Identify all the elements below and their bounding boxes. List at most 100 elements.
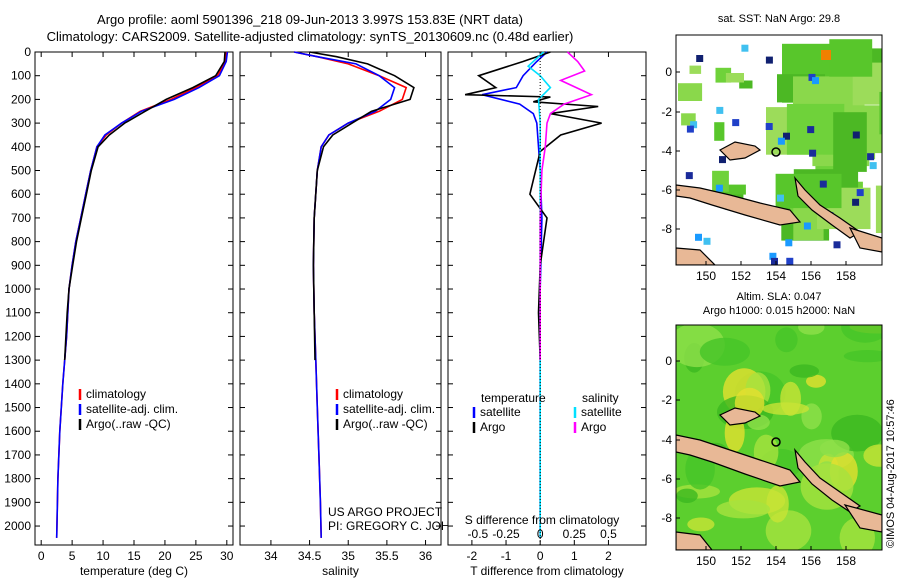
sla-patch bbox=[806, 374, 826, 388]
sst-cell bbox=[785, 239, 793, 247]
legend-label: climatology bbox=[86, 387, 146, 401]
sst-cell bbox=[695, 233, 702, 241]
x-tick-label: -2 bbox=[467, 549, 478, 563]
sst-cell bbox=[690, 121, 698, 129]
y-tick-label: 1000 bbox=[4, 282, 31, 296]
x-tick-label: 34.5 bbox=[298, 549, 322, 563]
sla-coast-southwest bbox=[676, 531, 713, 550]
s-tick-label: 0 bbox=[537, 527, 544, 541]
sst-float-marker bbox=[771, 147, 781, 157]
x-tick-label: 0 bbox=[38, 549, 45, 563]
sst-cell bbox=[856, 189, 864, 197]
sst-cell bbox=[716, 106, 724, 114]
sla-patch bbox=[762, 402, 810, 416]
y-tick-label: 1400 bbox=[4, 377, 31, 391]
y-tick-label: 900 bbox=[11, 258, 31, 272]
sst-coast-east bbox=[848, 227, 882, 253]
x-tick-label: 30 bbox=[220, 549, 234, 563]
sst-coast-southwest bbox=[676, 247, 716, 265]
y-tick-label: 600 bbox=[11, 187, 31, 201]
legend-header-temperature: temperature bbox=[481, 391, 546, 405]
sla-patch bbox=[676, 488, 698, 503]
sst-cell bbox=[732, 119, 740, 127]
sst-x-tick-label: 154 bbox=[766, 269, 786, 283]
y-tick-label: 800 bbox=[11, 235, 31, 249]
y-tick-label: 1300 bbox=[4, 353, 31, 367]
sla-x-tick-label: 150 bbox=[696, 554, 716, 568]
sst-patch bbox=[689, 65, 702, 74]
sst-cell bbox=[769, 252, 777, 260]
sst-cell bbox=[703, 237, 711, 245]
panel-temperature: 0 5 10 15 20 25 300100200300400500600700800900… bbox=[4, 45, 234, 578]
sst-y-tick-label: -4 bbox=[661, 144, 672, 158]
x-tick-label: 34 bbox=[264, 549, 278, 563]
y-tick-label: 300 bbox=[11, 116, 31, 130]
legend-label: satellite bbox=[581, 405, 622, 419]
s-tick-label: 0.25 bbox=[563, 527, 587, 541]
sst-cell bbox=[786, 257, 794, 265]
sst-patch bbox=[739, 80, 753, 89]
sst-patch bbox=[875, 185, 882, 233]
sst-y-tick-label: -2 bbox=[661, 105, 672, 119]
plot-area-temperature bbox=[34, 51, 234, 546]
sla-map-title-line1: Altim. SLA: 0.047 bbox=[736, 291, 822, 303]
sla-patch bbox=[798, 325, 825, 335]
sst-coast-new-guinea bbox=[676, 184, 802, 226]
sla-y-tick-label: -6 bbox=[661, 472, 672, 486]
sst-patch bbox=[829, 39, 873, 77]
sst-x-tick-label: 156 bbox=[801, 269, 821, 283]
x-tick-label: 0 bbox=[537, 549, 544, 563]
x-tick-label: 15 bbox=[127, 549, 141, 563]
sla-map bbox=[676, 325, 882, 550]
s-tick-label: -0.5 bbox=[468, 527, 489, 541]
y-tick-label: 1200 bbox=[4, 329, 31, 343]
sst-map bbox=[676, 35, 882, 265]
sla-patch bbox=[716, 500, 770, 519]
sst-cell bbox=[807, 126, 815, 134]
sst-cell bbox=[867, 153, 875, 161]
y-tick-label: 1500 bbox=[4, 401, 31, 415]
y-tick-label: 100 bbox=[11, 69, 31, 83]
sst-patch bbox=[793, 76, 853, 106]
sla-patch bbox=[687, 517, 715, 532]
sst-y-tick-label: 0 bbox=[665, 65, 672, 79]
sst-cell bbox=[869, 162, 877, 170]
s-tick-label: -0.25 bbox=[492, 527, 520, 541]
y-tick-label: 2000 bbox=[4, 519, 31, 533]
sst-cell bbox=[852, 131, 860, 139]
sst-x-tick-label: 150 bbox=[696, 269, 716, 283]
sst-patch bbox=[725, 73, 744, 83]
y-tick-label: 200 bbox=[11, 92, 31, 106]
sst-cell bbox=[741, 44, 749, 52]
sst-cell bbox=[685, 172, 693, 180]
sla-x-tick-label: 152 bbox=[731, 554, 751, 568]
y-tick-label: 500 bbox=[11, 164, 31, 178]
sst-coast-new-britain bbox=[719, 141, 762, 161]
x-tick-label: 10 bbox=[96, 549, 110, 563]
sst-cell bbox=[686, 125, 694, 133]
legend-label: Argo(..raw -QC) bbox=[343, 417, 428, 431]
sla-x-tick-label: 158 bbox=[836, 554, 856, 568]
x-tick-label: 2 bbox=[605, 549, 612, 563]
project-annotation: US ARGO PROJECT bbox=[328, 505, 443, 519]
y-tick-label: 1900 bbox=[4, 495, 31, 509]
sla-map-frame bbox=[675, 324, 883, 551]
figure-title-line1: Argo profile: aoml 5901396_218 09-Jun-20… bbox=[97, 12, 523, 27]
sst-cell bbox=[765, 56, 773, 64]
sla-patch bbox=[841, 325, 882, 343]
sla-patch bbox=[789, 364, 819, 378]
sst-x-tick-label: 152 bbox=[731, 269, 751, 283]
sst-patch bbox=[879, 91, 882, 135]
sst-cell bbox=[777, 137, 785, 145]
x-tick-label: 35.5 bbox=[375, 549, 399, 563]
sst-cell bbox=[715, 184, 723, 192]
sst-cell bbox=[833, 241, 841, 249]
legend-label: Argo(..raw -QC) bbox=[86, 417, 171, 431]
y-tick-label: 1600 bbox=[4, 424, 31, 438]
sla-coast-new-britain bbox=[718, 407, 762, 426]
pi-annotation: PI: GREGORY C. JOHNSON bbox=[328, 519, 484, 533]
sst-cell bbox=[771, 257, 778, 265]
sst-y-tick-label: -6 bbox=[661, 183, 672, 197]
legend-label: satellite-adj. clim. bbox=[86, 402, 178, 416]
